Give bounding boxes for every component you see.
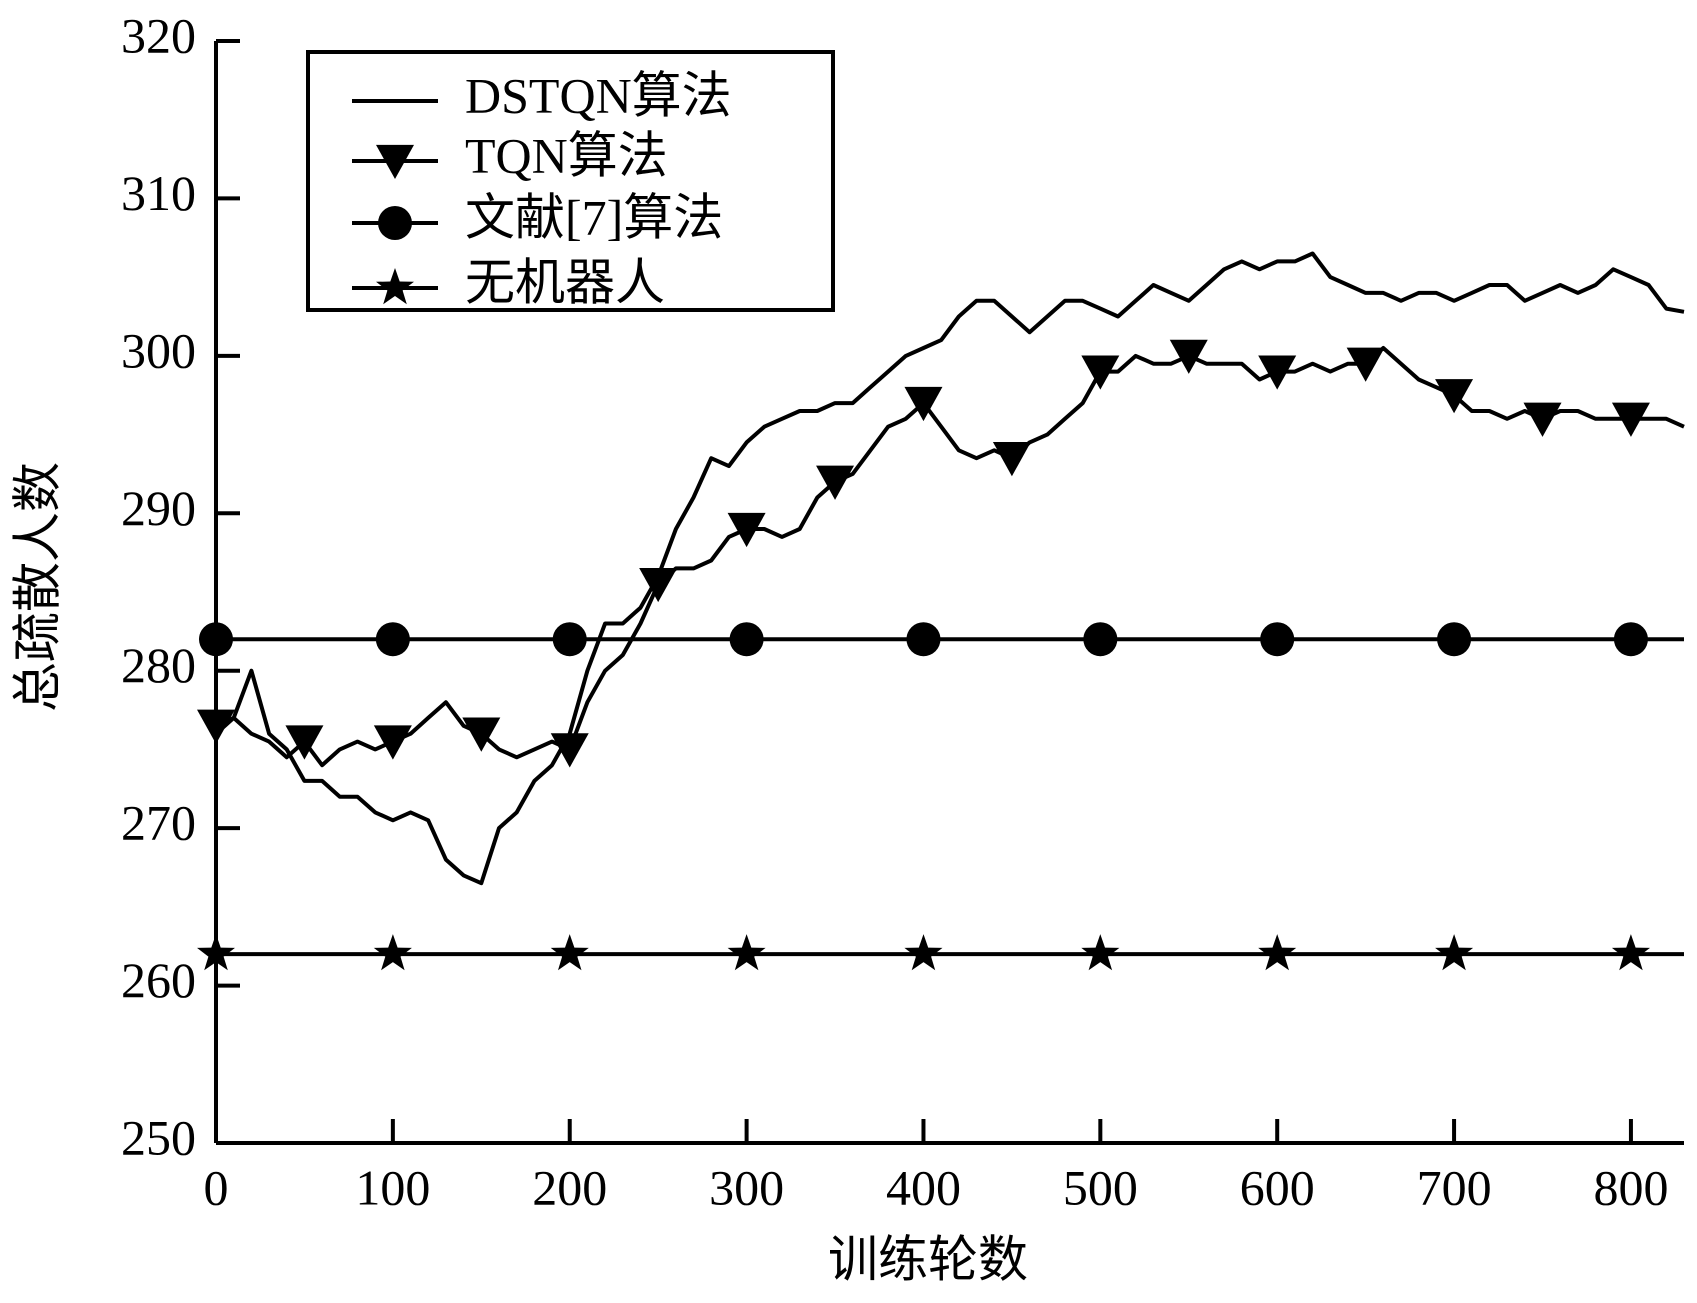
y-tick-label: 260 bbox=[121, 952, 196, 1008]
x-tick-label: 500 bbox=[1063, 1159, 1138, 1215]
y-tick-label: 310 bbox=[121, 165, 196, 221]
marker bbox=[1258, 355, 1297, 390]
marker bbox=[729, 622, 764, 657]
marker bbox=[1611, 934, 1650, 971]
marker bbox=[1611, 402, 1650, 437]
marker bbox=[375, 622, 410, 657]
x-tick-label: 700 bbox=[1417, 1159, 1492, 1215]
marker bbox=[285, 725, 324, 760]
marker bbox=[197, 934, 235, 971]
marker bbox=[992, 442, 1031, 477]
marker bbox=[1260, 622, 1295, 657]
marker bbox=[462, 717, 501, 752]
x-tick-label: 100 bbox=[355, 1159, 430, 1215]
legend-label: 文献[7]算法 bbox=[465, 189, 723, 245]
y-tick-label: 300 bbox=[121, 322, 196, 378]
marker bbox=[727, 934, 766, 971]
marker bbox=[816, 465, 855, 500]
y-tick-label: 320 bbox=[121, 7, 196, 63]
marker bbox=[1523, 402, 1562, 437]
x-tick-label: 800 bbox=[1593, 1159, 1668, 1215]
marker bbox=[550, 934, 589, 971]
marker bbox=[906, 622, 941, 657]
marker bbox=[550, 733, 589, 768]
marker bbox=[904, 934, 943, 971]
x-tick-label: 600 bbox=[1240, 1159, 1315, 1215]
marker bbox=[1081, 355, 1120, 390]
marker bbox=[1437, 622, 1472, 657]
marker bbox=[1083, 622, 1118, 657]
series-line bbox=[215, 346, 1685, 768]
marker bbox=[727, 512, 766, 548]
legend-marker bbox=[376, 144, 414, 180]
y-axis-label: 总疏散人数 bbox=[9, 462, 65, 712]
marker bbox=[904, 386, 943, 422]
legend-label: 无机器人 bbox=[465, 254, 665, 310]
x-tick-label: 300 bbox=[709, 1159, 784, 1215]
marker bbox=[199, 622, 233, 657]
legend-label: TQN算法 bbox=[465, 127, 668, 183]
y-tick-label: 280 bbox=[121, 637, 196, 693]
y-tick-label: 250 bbox=[121, 1109, 196, 1165]
marker bbox=[552, 622, 587, 657]
legend-box bbox=[306, 50, 835, 312]
marker bbox=[373, 725, 412, 760]
marker bbox=[1435, 379, 1474, 414]
marker bbox=[1613, 622, 1648, 657]
legend-label: DSTQN算法 bbox=[465, 67, 732, 123]
x-tick-label: 400 bbox=[886, 1159, 961, 1215]
marker bbox=[1169, 339, 1208, 374]
marker bbox=[1435, 934, 1474, 971]
y-tick-label: 270 bbox=[121, 795, 196, 851]
legend-marker bbox=[378, 206, 412, 240]
marker bbox=[1346, 347, 1385, 382]
legend-marker bbox=[376, 268, 414, 305]
marker bbox=[1258, 934, 1297, 971]
marker bbox=[373, 934, 412, 971]
y-tick-label: 290 bbox=[121, 480, 196, 536]
series-line bbox=[214, 251, 1685, 886]
marker bbox=[639, 567, 678, 603]
x-tick-label: 200 bbox=[532, 1159, 607, 1215]
marker bbox=[1081, 934, 1120, 971]
marker bbox=[197, 709, 235, 744]
x-axis-label: 训练轮数 bbox=[828, 1231, 1028, 1287]
x-tick-label: 0 bbox=[204, 1159, 229, 1215]
